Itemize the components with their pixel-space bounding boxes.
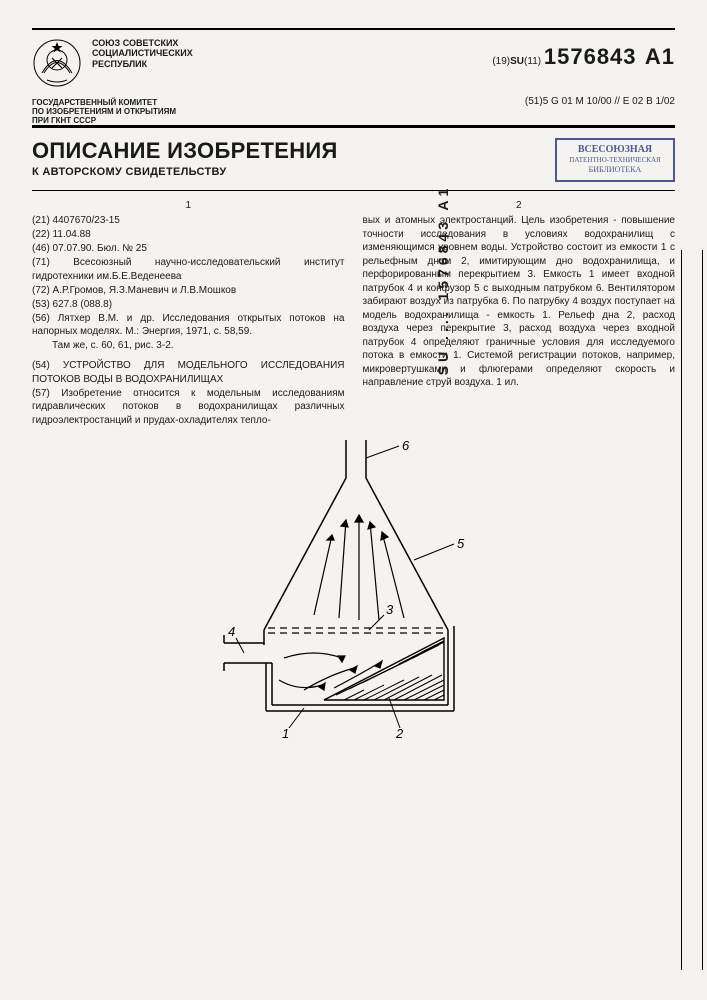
figure-diagram: 6 5 3 4 1 2	[204, 440, 504, 745]
field-46: (46) 07.07.90. Бюл. № 25	[32, 242, 345, 256]
side-pub-number: SU .... 1576843 A1	[435, 20, 451, 540]
fig-label-1: 1	[282, 726, 289, 740]
field-56: (56) Лятхер В.М. и др. Исследования откр…	[32, 312, 345, 339]
field-53: (53) 627.8 (088.8)	[32, 298, 345, 312]
body-columns: 1 (21) 4407670/23-15 (22) 11.04.88 (46) …	[32, 199, 675, 428]
header: СОЮЗ СОВЕТСКИХ СОЦИАЛИСТИЧЕСКИХ РЕСПУБЛИ…	[32, 38, 675, 88]
field-22: (22) 11.04.88	[32, 228, 345, 242]
right-column: 2 вых и атомных электростанций. Цель изо…	[363, 199, 676, 428]
fig-label-6: 6	[402, 440, 410, 453]
field-72: (72) А.Р.Громов, Я.З.Маневич и Л.В.Мошко…	[32, 284, 345, 298]
field-57: (57) Изобретение относится к модельным и…	[32, 387, 345, 428]
field-54: (54) УСТРОЙСТВО ДЛЯ МОДЕЛЬНОГО ИССЛЕДОВА…	[32, 359, 345, 386]
side-strip	[681, 250, 703, 970]
document-subtitle: К АВТОРСКОМУ СВИДЕТЕЛЬСТВУ	[32, 166, 535, 178]
fig-label-3: 3	[386, 602, 394, 617]
left-column: 1 (21) 4407670/23-15 (22) 11.04.88 (46) …	[32, 199, 345, 428]
document-title: ОПИСАНИЕ ИЗОБРЕТЕНИЯ	[32, 138, 535, 164]
col-number: 2	[363, 199, 676, 213]
publication-number: (19)SU(11) 1576843 A1	[492, 38, 675, 70]
fig-label-2: 2	[395, 726, 404, 740]
field-21: (21) 4407670/23-15	[32, 214, 345, 228]
col-number: 1	[32, 199, 345, 213]
union-label: СОЮЗ СОВЕТСКИХ СОЦИАЛИСТИЧЕСКИХ РЕСПУБЛИ…	[92, 38, 482, 69]
ussr-emblem-icon	[32, 38, 82, 88]
fig-label-5: 5	[457, 536, 465, 551]
fig-label-4: 4	[228, 624, 235, 639]
library-stamp: ВСЕСОЮЗНАЯ ПАТЕНТНО-ТЕХНИЧЕСКАЯ БИБЛИОТЕ…	[555, 138, 675, 182]
abstract-text: вых и атомных электростанций. Цель изобр…	[363, 214, 676, 390]
field-56b: Там же, с. 60, 61, рис. 3-2.	[32, 339, 345, 353]
field-71: (71) Всесоюзный научно-исследовательский…	[32, 256, 345, 283]
